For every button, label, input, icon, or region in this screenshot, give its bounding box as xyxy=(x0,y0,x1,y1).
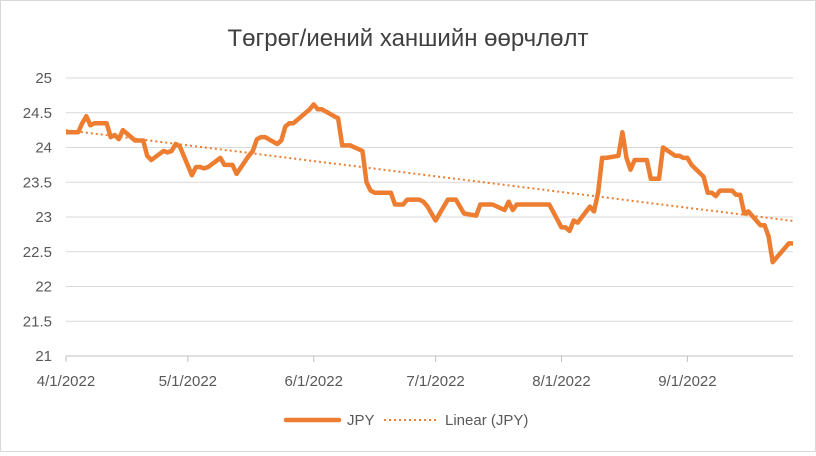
x-tick-label: 9/1/2022 xyxy=(658,373,716,390)
legend-label-jpy: JPY xyxy=(347,412,375,429)
y-tick-label: 25 xyxy=(35,70,52,87)
y-tick-label: 24 xyxy=(35,140,52,157)
y-tick-label: 23.5 xyxy=(23,174,52,191)
chart-title: Төгрөг/иений ханшийн өөрчлөлт xyxy=(227,25,588,52)
x-tick-label: 8/1/2022 xyxy=(532,373,590,390)
x-tick-label: 5/1/2022 xyxy=(159,373,217,390)
x-tick-label: 7/1/2022 xyxy=(406,373,464,390)
y-tick-label: 22 xyxy=(35,279,52,296)
trendline-linear-jpy xyxy=(66,129,793,222)
y-tick-label: 23 xyxy=(35,209,52,226)
y-tick-label: 22.5 xyxy=(23,244,52,261)
gridlines xyxy=(66,77,793,322)
legend-label-trendline: Linear (JPY) xyxy=(445,412,528,429)
x-tick-label: 6/1/2022 xyxy=(285,373,343,390)
x-tick-label: 4/1/2022 xyxy=(37,373,95,390)
series-line-jpy xyxy=(66,102,793,265)
y-tick-label: 21.5 xyxy=(23,313,52,330)
y-tick-label: 24.5 xyxy=(23,105,52,122)
y-tick-label: 21 xyxy=(35,348,52,365)
axes: 21 21.5 22 22.5 23 23.5 24 24.5 25 4/1/2022 5/1/20… xyxy=(23,70,793,390)
legend: JPY Linear (JPY) xyxy=(283,412,528,429)
series-layer xyxy=(66,102,793,265)
